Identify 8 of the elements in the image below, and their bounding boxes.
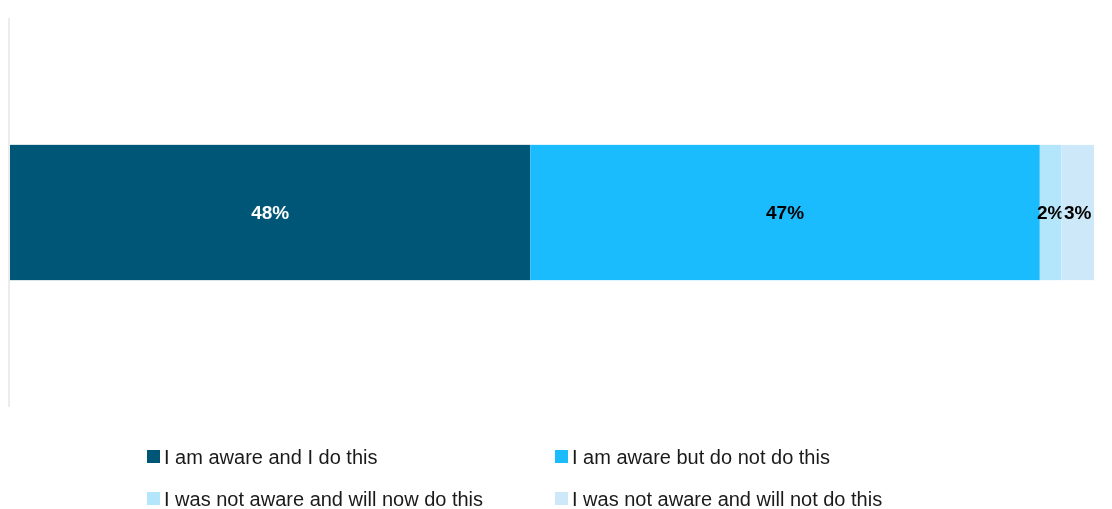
legend-label: I was not aware and will now do this (164, 488, 484, 509)
data-label: 48% (251, 202, 290, 224)
bar (10, 144, 531, 281)
legend-label: I am aware but do not do this (572, 446, 830, 468)
data-label: 3% (1064, 202, 1092, 224)
legend-label: I am aware and I do this (164, 446, 378, 468)
data-label: 47% (766, 202, 805, 224)
legend-label: I was not aware and will not do this (572, 488, 883, 509)
